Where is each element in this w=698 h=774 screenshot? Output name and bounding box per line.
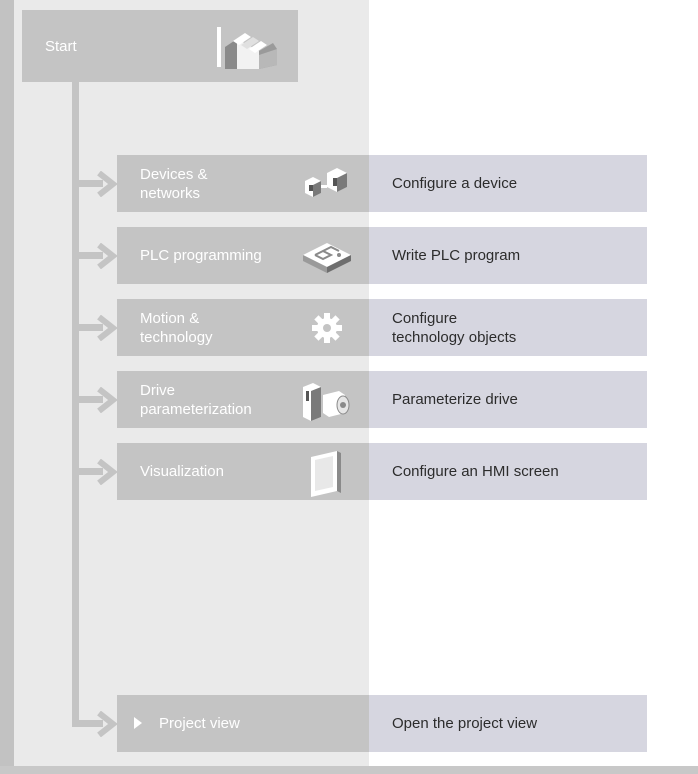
row-label: Devices & networks [140, 165, 208, 202]
devices-networks-button[interactable]: Devices & networks [117, 155, 369, 212]
row-label: Visualization [140, 463, 224, 480]
arrow-right-icon [97, 387, 118, 413]
write-plc-program-link[interactable]: Write PLC program [369, 227, 647, 284]
connector-branch [79, 180, 103, 187]
triangle-right-icon [134, 717, 142, 729]
left-border [0, 0, 14, 774]
drive-parameterization-button[interactable]: Drive parameterization [117, 371, 369, 428]
action-label: Configure a device [392, 175, 518, 192]
gear-icon [312, 313, 342, 343]
plc-block-icon [303, 243, 351, 273]
start-portal-button[interactable]: Start [22, 10, 298, 82]
plc-programming-button[interactable]: PLC programming [117, 227, 369, 284]
stairs-icon [217, 27, 277, 69]
drive-icon [303, 383, 350, 421]
action-label: Parameterize drive [392, 391, 518, 408]
connector-branch [79, 324, 103, 331]
configure-technology-objects-link[interactable]: Configure technology objects [369, 299, 647, 356]
arrow-right-icon [97, 243, 118, 269]
row-label: PLC programming [140, 247, 262, 264]
configure-hmi-screen-link[interactable]: Configure an HMI screen [369, 443, 647, 500]
connector-branch [79, 720, 103, 727]
action-label: Configure an HMI screen [392, 463, 559, 480]
row-label: Drive parameterization [140, 381, 252, 418]
connector-line [72, 82, 79, 727]
connector-branch [79, 252, 103, 259]
arrow-right-icon [97, 459, 118, 485]
configure-device-link[interactable]: Configure a device [369, 155, 647, 212]
project-view-label: Project view [159, 715, 240, 732]
arrow-right-icon [97, 171, 118, 197]
devices-icon [305, 168, 347, 197]
visualization-button[interactable]: Visualization [117, 443, 369, 500]
action-label: Write PLC program [392, 247, 521, 264]
arrow-right-icon [97, 315, 118, 341]
open-project-view-link[interactable]: Open the project view [369, 695, 647, 752]
motion-technology-button[interactable]: Motion & technology [117, 299, 369, 356]
start-label: Start [45, 38, 77, 55]
action-label: Configure technology objects [392, 309, 517, 346]
connector-branch [79, 396, 103, 403]
connector-branch [79, 468, 103, 475]
project-view-button[interactable]: Project view [117, 695, 369, 752]
parameterize-drive-link[interactable]: Parameterize drive [369, 371, 647, 428]
bottom-border [0, 766, 698, 774]
row-label: Motion & technology [140, 309, 213, 346]
hmi-screen-icon [311, 451, 341, 497]
action-label: Open the project view [392, 715, 538, 732]
arrow-right-icon [97, 711, 118, 737]
